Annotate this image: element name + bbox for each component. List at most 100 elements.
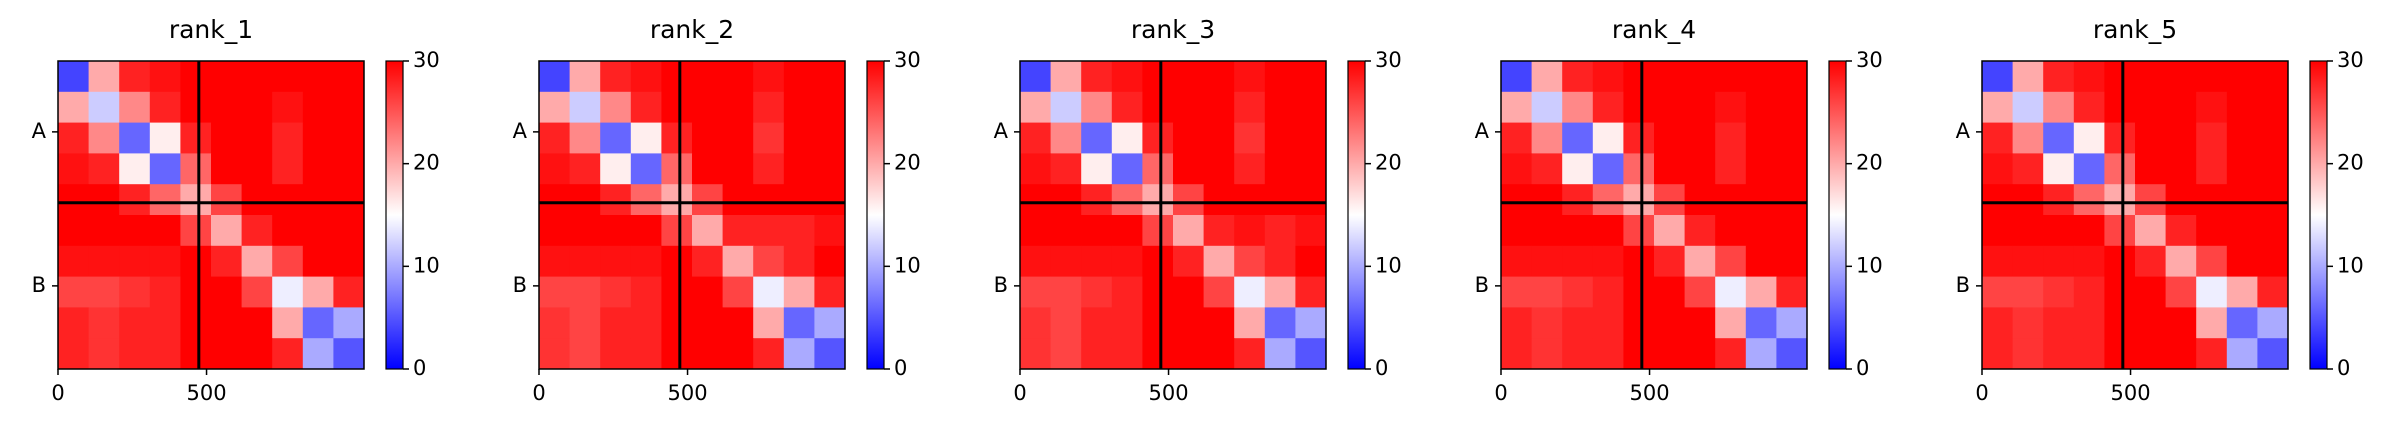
- heatmap-cell: [2104, 215, 2136, 247]
- heatmap-cell: [2104, 184, 2136, 216]
- heatmap-cell: [2165, 215, 2197, 247]
- x-tick-label: 500: [667, 381, 707, 405]
- heatmap-cell: [333, 307, 365, 339]
- heatmap-cell: [2043, 153, 2075, 185]
- heatmap-cell: [302, 215, 334, 247]
- heatmap-cell: [1501, 153, 1533, 185]
- x-tick-label: 500: [2110, 381, 2150, 405]
- plot-frame: [1019, 60, 1327, 370]
- heatmap-cell: [661, 276, 693, 308]
- heatmap-cell: [58, 245, 90, 278]
- heatmap-cell: [630, 245, 662, 278]
- heatmap-cell: [58, 215, 90, 247]
- heatmap-cell: [1020, 276, 1052, 308]
- heatmap-cell: [692, 276, 724, 308]
- heatmap-cell: [539, 122, 571, 154]
- heatmap-cell: [1982, 61, 2014, 93]
- heatmap-cell: [692, 91, 724, 124]
- heatmap-cell: [569, 307, 601, 339]
- heatmap-cell: [1623, 245, 1655, 278]
- heatmap-cell: [1745, 153, 1777, 185]
- heatmap-cell: [1684, 338, 1716, 370]
- heatmap-cell: [149, 338, 181, 370]
- heatmap-cell: [1050, 91, 1082, 124]
- heatmap-cell: [119, 153, 151, 185]
- heatmap-cell: [180, 91, 212, 124]
- heatmap-cell: [1142, 61, 1174, 93]
- heatmap-cell: [1234, 91, 1266, 124]
- heatmap-cell: [661, 338, 693, 370]
- heatmap-cell: [241, 307, 273, 339]
- y-tick-label: A: [1956, 119, 1971, 143]
- heatmap-cell: [2257, 91, 2289, 124]
- heatmap-cell: [722, 215, 754, 247]
- heatmap-cell: [661, 153, 693, 185]
- heatmap-cell: [1020, 122, 1052, 154]
- heatmap-cell: [1020, 307, 1052, 339]
- heatmap-cell: [661, 61, 693, 93]
- heatmap-cell: [2257, 215, 2289, 247]
- heatmap-cell: [88, 184, 120, 216]
- heatmap-cell: [661, 215, 693, 247]
- heatmap-cell: [1020, 184, 1052, 216]
- heatmap-cell: [539, 276, 571, 308]
- heatmap-cell: [1562, 153, 1594, 185]
- heatmap-cell: [569, 338, 601, 370]
- heatmap-cell: [569, 215, 601, 247]
- heatmap-cell: [539, 245, 571, 278]
- heatmap-cell: [814, 338, 846, 370]
- heatmap-cell: [180, 338, 212, 370]
- heatmap-cell: [1776, 153, 1808, 185]
- chart-title: rank_5: [2093, 15, 2177, 44]
- heatmap-cell: [2073, 184, 2105, 216]
- heatmap-cell: [1531, 338, 1563, 370]
- heatmap-cell: [88, 276, 120, 308]
- heatmap-cell: [783, 245, 815, 278]
- heatmap-cell: [2165, 338, 2197, 370]
- heatmap-cell: [211, 91, 243, 124]
- heatmap-cell: [2165, 276, 2197, 308]
- heatmap-cell: [600, 307, 632, 339]
- heatmap-cell: [1982, 122, 2014, 154]
- heatmap-cell: [119, 215, 151, 247]
- heatmap-cell: [630, 184, 662, 216]
- heatmap-cell: [1295, 276, 1327, 308]
- heatmap-cell: [2043, 184, 2075, 216]
- heatmap-cell: [1501, 245, 1533, 278]
- heatmap-cell: [2135, 276, 2167, 308]
- heatmap-cell: [1592, 122, 1624, 154]
- heatmap-cell: [1776, 61, 1808, 93]
- heatmap-cell: [1111, 61, 1143, 93]
- x-tick-label: 500: [1148, 381, 1188, 405]
- heatmap-cell: [1050, 215, 1082, 247]
- heatmap-cell: [1203, 122, 1235, 154]
- heatmap-cell: [1623, 61, 1655, 93]
- heatmap-cell: [1654, 338, 1686, 370]
- heatmap-cell: [2196, 215, 2228, 247]
- colorbar-tick-label: 20: [1375, 151, 1402, 175]
- heatmap-cell: [692, 153, 724, 185]
- heatmap-cell: [1776, 307, 1808, 339]
- heatmap-cell: [149, 245, 181, 278]
- heatmap-cell: [1592, 338, 1624, 370]
- heatmap-cell: [1173, 338, 1205, 370]
- heatmap-cell: [1715, 122, 1747, 154]
- heatmap-cell: [569, 184, 601, 216]
- heatmap-cell: [1173, 122, 1205, 154]
- heatmap-cell: [1684, 276, 1716, 308]
- x-tick-label: 500: [186, 381, 226, 405]
- heatmap-cell: [1295, 307, 1327, 339]
- heatmap-cell: [1173, 215, 1205, 247]
- heatmap-cell: [2257, 122, 2289, 154]
- heatmap-cell: [241, 91, 273, 124]
- heatmap-cell: [2012, 245, 2044, 278]
- heatmap-cell: [753, 307, 785, 339]
- heatmap-cell: [2196, 61, 2228, 93]
- heatmap-cell: [1050, 61, 1082, 93]
- heatmap-cell: [149, 215, 181, 247]
- heatmap-cell: [2012, 153, 2044, 185]
- heatmap-cell: [1654, 184, 1686, 216]
- heatmap-cell: [1623, 215, 1655, 247]
- heatmap-cell: [1654, 122, 1686, 154]
- heatmap-cell: [1264, 91, 1296, 124]
